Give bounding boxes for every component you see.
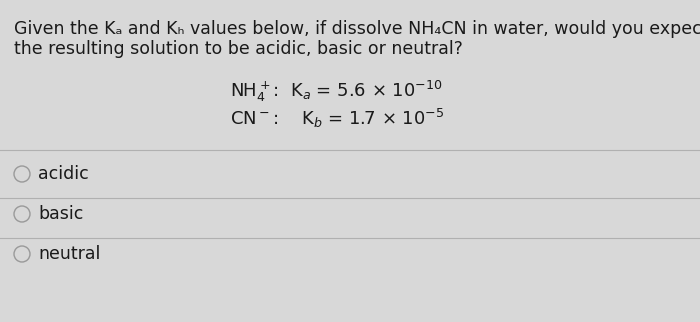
Text: neutral: neutral (38, 245, 100, 263)
Text: CN$^-$:    K$_b$ = 1.7 $\times$ 10$^{-5}$: CN$^-$: K$_b$ = 1.7 $\times$ 10$^{-5}$ (230, 107, 444, 130)
Text: the resulting solution to be acidic, basic or neutral?: the resulting solution to be acidic, bas… (14, 40, 463, 58)
Text: Given the Kₐ and Kₕ values below, if dissolve NH₄CN in water, would you expect: Given the Kₐ and Kₕ values below, if dis… (14, 20, 700, 38)
Text: basic: basic (38, 205, 83, 223)
Text: acidic: acidic (38, 165, 89, 183)
Text: NH$_4^+$:  K$_a$ = 5.6 $\times$ 10$^{-10}$: NH$_4^+$: K$_a$ = 5.6 $\times$ 10$^{-10}… (230, 79, 443, 104)
